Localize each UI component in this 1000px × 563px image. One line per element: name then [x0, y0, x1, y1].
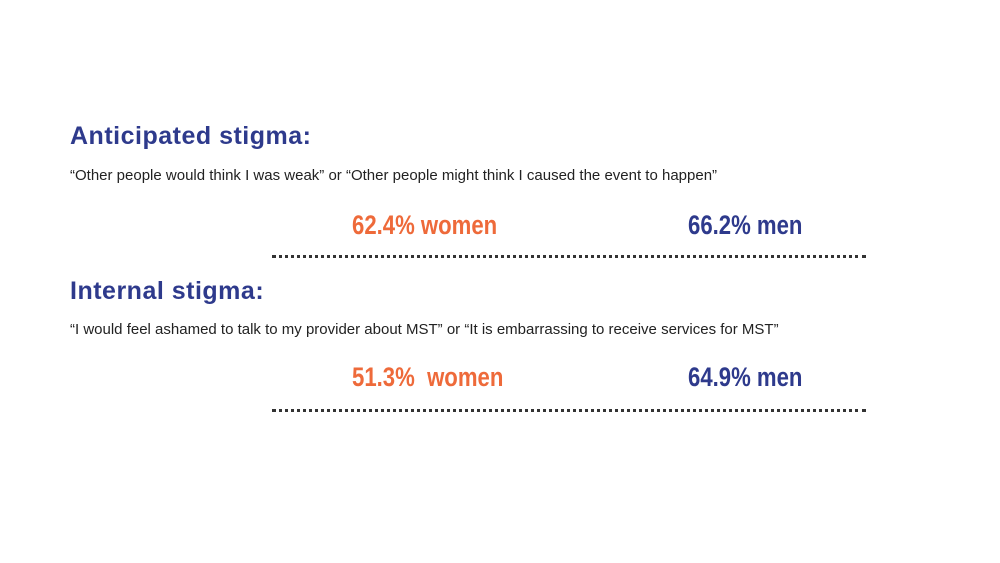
internal-stigma-men-stat: 64.9% men: [688, 362, 803, 392]
internal-stigma-women-stat: 51.3% women: [352, 362, 504, 392]
internal-stigma-title: Internal stigma:: [70, 277, 265, 305]
anticipated-stigma-women-stat: 62.4% women: [352, 210, 498, 240]
anticipated-stigma-quote: “Other people would think I was weak” or…: [70, 167, 718, 184]
internal-stigma-quote: “I would feel ashamed to talk to my prov…: [70, 321, 779, 338]
section-divider: [272, 255, 866, 258]
anticipated-stigma-men-stat: 66.2% men: [688, 210, 803, 240]
anticipated-stigma-title: Anticipated stigma:: [70, 122, 312, 150]
section-divider: [272, 409, 866, 412]
